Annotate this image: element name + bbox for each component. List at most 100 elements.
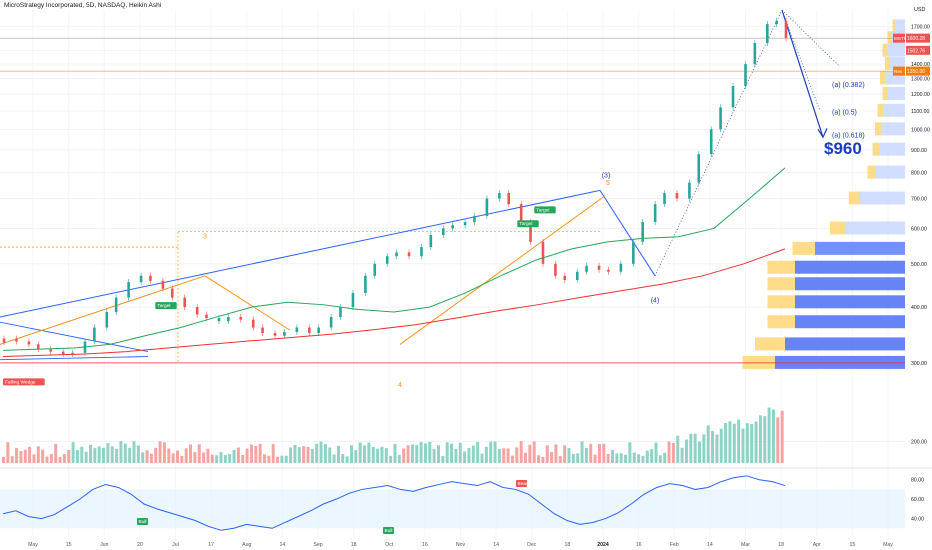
volume-bar: [524, 452, 527, 463]
volume-bar: [323, 444, 327, 463]
time-axis[interactable]: May 15 Jun 20 Jul 17 Aug 14 Sep 18 Oct 16 Nov 14 Dec 18…: [28, 542, 893, 548]
volume-bar: [641, 455, 645, 463]
x-tick-label: Jul: [172, 542, 179, 548]
volume-bar: [754, 421, 758, 463]
volume-bar: [480, 453, 484, 463]
volume-bar: [328, 447, 332, 463]
volume-bar: [558, 455, 562, 463]
volume-bar: [423, 443, 427, 463]
volume-bar: [402, 448, 406, 463]
candle: [632, 241, 635, 264]
volume-bar: [132, 441, 136, 463]
volume-bar: [584, 447, 588, 463]
volume-bar: [445, 442, 449, 463]
candle: [149, 275, 152, 281]
volume-bar: [510, 455, 514, 463]
chart-grid: [0, 10, 905, 540]
rsi-tick-label: 80.00: [911, 478, 924, 484]
profile-bar-overlay: [880, 71, 885, 85]
annotation-box: [3, 378, 45, 386]
volume-bar: [249, 444, 253, 463]
volume-bar: [663, 452, 667, 463]
volume-bar: [336, 445, 340, 463]
volume-bar: [54, 443, 58, 463]
y-tick-label: 300.00: [911, 361, 927, 367]
x-tick-label: 14: [279, 542, 285, 548]
rsi-signal-label: Bear: [518, 481, 529, 487]
profile-bar: [785, 337, 905, 351]
candle: [607, 269, 610, 272]
rsi-signal-box: [137, 518, 148, 525]
volume-bar: [484, 446, 488, 463]
volume-bar: [476, 441, 480, 463]
annotation-label: Target: [536, 207, 550, 213]
x-tick-label: 16: [422, 542, 428, 548]
volume-bar: [606, 453, 610, 463]
volume-bar: [276, 456, 280, 463]
candle: [775, 20, 778, 25]
moving-averages: [2, 167, 786, 358]
candle: [653, 204, 657, 223]
volume-bar: [176, 450, 179, 463]
candle: [675, 193, 679, 199]
volume-bar: [419, 442, 423, 463]
volume-bar: [384, 448, 388, 463]
candle: [27, 341, 31, 345]
rsi-tick-label: 60.00: [911, 497, 924, 503]
volume-bar: [502, 448, 506, 463]
volume-bar: [628, 442, 632, 463]
volume-bar: [271, 444, 275, 463]
annotation-text: 4: [398, 382, 402, 389]
volume-bar: [637, 454, 641, 463]
volume-bar: [732, 423, 736, 463]
volume-bar: [645, 450, 649, 463]
volume-bar: [432, 448, 436, 463]
annotations: (3)5 (4) 4 3 (a) (0.382) (a) (0.5) (a) (0.618)…: [3, 82, 865, 389]
volume-bar: [106, 443, 110, 463]
annotation-text: (3): [602, 173, 611, 180]
volume-bar: [711, 431, 715, 463]
annotation-label: Falling Wedge: [5, 379, 36, 385]
volume-bar: [123, 443, 127, 463]
volume-bar: [297, 447, 301, 463]
profile-bar: [795, 260, 905, 274]
price-axis[interactable]: 200.00 300.00 400.00 500.00 600.00 700.00 800.…: [893, 7, 930, 446]
volume-bar: [258, 443, 262, 463]
volume-bar: [493, 441, 497, 463]
chart-title: MicroStrategy Incorporated, 5D, NASDAQ, …: [4, 2, 162, 9]
candle: [688, 182, 691, 199]
volume-bar: [728, 421, 732, 463]
volume-bar: [650, 449, 654, 463]
candle: [784, 20, 788, 39]
volume-bar: [415, 444, 419, 463]
volume-bar: [489, 441, 493, 463]
volume-bar: [71, 442, 75, 463]
y-tick-label: 1000.00: [911, 127, 930, 133]
candle: [498, 193, 501, 199]
x-tick-label: 2024: [597, 542, 609, 548]
x-tick-label: 20: [137, 542, 143, 548]
profile-bar: [887, 43, 905, 57]
candle: [170, 288, 174, 298]
volume-bar: [350, 445, 353, 463]
volume-bar: [698, 441, 701, 463]
volume-bar: [75, 450, 79, 463]
annotation-text: (a) (0.382): [832, 82, 865, 89]
profile-bar: [775, 355, 905, 369]
volume-bar: [45, 456, 49, 463]
x-tick-label: Dec: [527, 542, 537, 548]
annotation-text: $960: [824, 139, 862, 158]
volume-bar: [571, 454, 575, 463]
volume-bar: [745, 423, 749, 463]
candle: [317, 327, 320, 333]
x-tick-label: Jun: [100, 542, 108, 548]
candle: [351, 293, 355, 308]
candle: [697, 154, 701, 183]
profile-bar-overlay: [885, 57, 889, 71]
annotation-box: [517, 220, 539, 228]
profile-bar-overlay: [767, 277, 795, 291]
price-value-text: 1600.28: [907, 36, 925, 42]
x-tick-label: 17: [208, 542, 214, 548]
y-tick-label: 1200.00: [911, 92, 930, 98]
